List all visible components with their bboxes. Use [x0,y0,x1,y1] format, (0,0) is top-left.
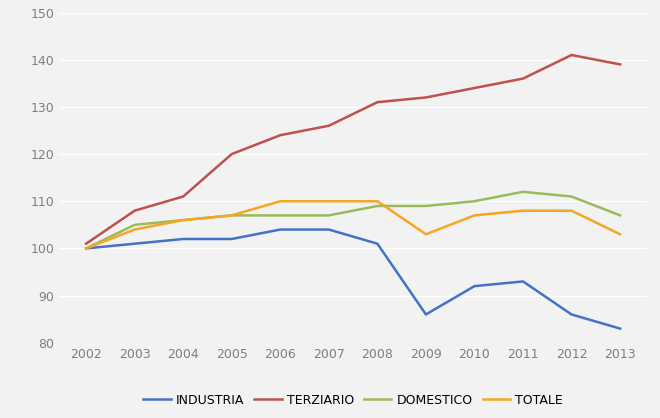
TERZIARIO [325,123,333,128]
Line: DOMESTICO: DOMESTICO [86,192,620,248]
TOTALE [374,199,381,204]
INDUSTRIA [82,246,90,251]
DOMESTICO [131,222,139,227]
TERZIARIO [277,133,284,138]
INDUSTRIA [374,241,381,246]
TERZIARIO [82,241,90,246]
TERZIARIO [374,99,381,104]
TOTALE [325,199,333,204]
TOTALE [519,208,527,213]
TERZIARIO [519,76,527,81]
DOMESTICO [568,194,576,199]
TOTALE [616,232,624,237]
Line: INDUSTRIA: INDUSTRIA [86,229,620,329]
TERZIARIO [131,208,139,213]
TOTALE [228,213,236,218]
DOMESTICO [82,246,90,251]
INDUSTRIA [519,279,527,284]
TOTALE [568,208,576,213]
TERZIARIO [616,62,624,67]
INDUSTRIA [180,237,187,242]
INDUSTRIA [325,227,333,232]
DOMESTICO [519,189,527,194]
DOMESTICO [325,213,333,218]
INDUSTRIA [228,237,236,242]
TOTALE [471,213,478,218]
INDUSTRIA [568,312,576,317]
Line: TOTALE: TOTALE [86,201,620,248]
INDUSTRIA [616,326,624,331]
INDUSTRIA [277,227,284,232]
TOTALE [422,232,430,237]
TERZIARIO [568,53,576,58]
TOTALE [82,246,90,251]
INDUSTRIA [422,312,430,317]
TERZIARIO [471,86,478,91]
DOMESTICO [180,218,187,223]
Legend: INDUSTRIA, TERZIARIO, DOMESTICO, TOTALE: INDUSTRIA, TERZIARIO, DOMESTICO, TOTALE [139,389,568,412]
DOMESTICO [616,213,624,218]
TERZIARIO [180,194,187,199]
TOTALE [277,199,284,204]
TOTALE [180,218,187,223]
TOTALE [131,227,139,232]
INDUSTRIA [471,284,478,289]
DOMESTICO [374,204,381,209]
INDUSTRIA [131,241,139,246]
DOMESTICO [228,213,236,218]
TERZIARIO [228,152,236,157]
DOMESTICO [471,199,478,204]
DOMESTICO [422,204,430,209]
TERZIARIO [422,95,430,100]
DOMESTICO [277,213,284,218]
Line: TERZIARIO: TERZIARIO [86,55,620,244]
